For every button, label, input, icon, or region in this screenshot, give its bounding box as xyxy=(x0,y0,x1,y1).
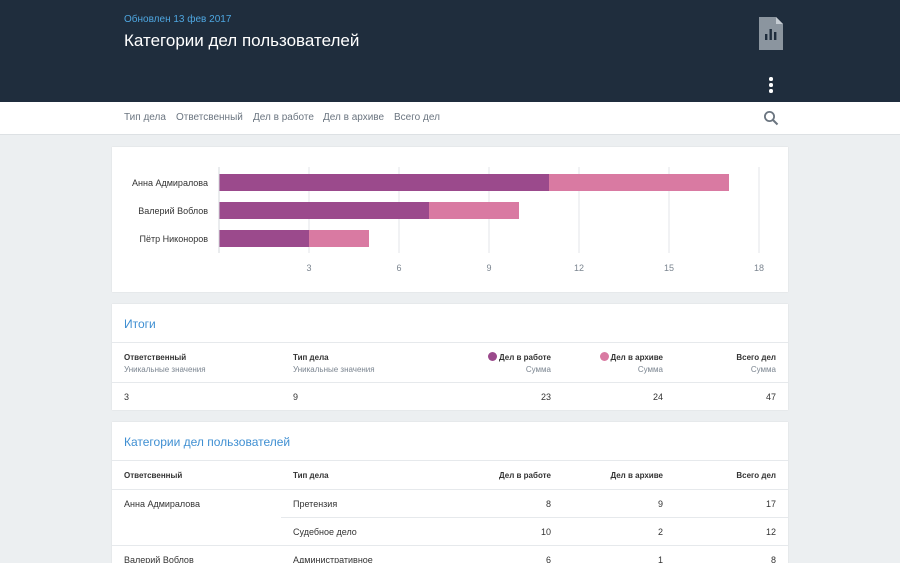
tab-in-work[interactable]: Дел в работе xyxy=(253,112,314,123)
col-header-responsible: Ответственный xyxy=(124,353,187,362)
col-sub-sum: Сумма xyxy=(637,365,663,374)
bar-in-work xyxy=(219,174,549,191)
summary-in-archive-sum: 24 xyxy=(652,392,663,402)
stacked-bar-chart: 3 6 9 12 15 18 Анна Адмиралова Валерий Воблов Пё… xyxy=(132,167,764,273)
col-header-in-work: Дел в работе xyxy=(498,471,551,480)
x-tick-label: 15 xyxy=(664,263,674,273)
header: Обновлен 13 фев 2017 Категории дел польз… xyxy=(0,0,900,102)
summary-case-type-count: 9 xyxy=(293,392,299,402)
row-responsible: Валерий Воблов xyxy=(124,555,194,563)
tab-bar: Тип дела Ответсвенный Дел в работе Дел в… xyxy=(0,102,900,135)
search-icon[interactable] xyxy=(763,110,779,126)
chart-card: 3 6 9 12 15 18 Анна Адмиралова Валерий Воблов Пё… xyxy=(112,147,788,292)
tab-responsible[interactable]: Ответсвенный xyxy=(176,112,243,123)
tab-in-archive[interactable]: Дел в архиве xyxy=(323,112,385,123)
row-total: 12 xyxy=(765,527,776,537)
bar-in-work xyxy=(219,202,429,219)
row-in-work: 6 xyxy=(545,555,551,563)
col-header-case-type: Тип дела xyxy=(293,353,329,362)
col-header-responsible: Ответсвенный xyxy=(124,471,183,480)
row-in-work: 8 xyxy=(545,499,551,509)
col-header-in-archive: Дел в архиве xyxy=(610,471,663,480)
x-tick-label: 6 xyxy=(396,263,401,273)
y-category-label: Пётр Никоноров xyxy=(140,234,209,244)
updated-date: Обновлен 13 фев 2017 xyxy=(124,14,232,25)
divider xyxy=(112,342,788,343)
x-tick-label: 18 xyxy=(754,263,764,273)
col-sub-sum: Сумма xyxy=(750,365,776,374)
row-total: 8 xyxy=(770,555,776,563)
bar-in-archive xyxy=(549,174,729,191)
row-case-type: Претензия xyxy=(293,499,338,509)
row-case-type: Административное xyxy=(293,555,373,563)
tab-case-type[interactable]: Тип дела xyxy=(124,112,166,123)
divider xyxy=(112,382,788,383)
summary-responsible-count: 3 xyxy=(124,392,130,402)
divider xyxy=(112,545,788,546)
summary-in-work-sum: 23 xyxy=(540,392,551,402)
x-tick-label: 9 xyxy=(486,263,491,273)
bar-in-archive xyxy=(309,230,369,247)
y-category-label: Анна Адмиралова xyxy=(132,178,208,188)
x-tick-label: 3 xyxy=(306,263,311,273)
more-menu-icon[interactable] xyxy=(762,76,780,94)
col-header-total: Всего дел xyxy=(736,353,776,362)
col-sub-sum: Сумма xyxy=(525,365,551,374)
col-header-in-archive: Дел в архиве xyxy=(610,353,663,362)
row-responsible: Анна Адмиралова xyxy=(124,499,200,509)
bar-in-work xyxy=(219,230,309,247)
legend-dot-in-archive xyxy=(600,352,609,361)
col-header-case-type: Тип дела xyxy=(293,471,329,480)
divider xyxy=(112,460,788,461)
x-tick-label: 12 xyxy=(574,263,584,273)
categories-card: Категории дел пользователей Ответсвенный… xyxy=(112,422,788,563)
summary-total-sum: 47 xyxy=(765,392,776,402)
tab-total[interactable]: Всего дел xyxy=(394,112,440,123)
divider xyxy=(281,517,788,518)
bar-in-archive xyxy=(429,202,519,219)
row-in-archive: 2 xyxy=(657,527,663,537)
row-total: 17 xyxy=(765,499,776,509)
report-chart-icon[interactable] xyxy=(759,17,783,50)
col-header-in-work: Дел в работе xyxy=(498,353,551,362)
divider xyxy=(112,489,788,490)
row-in-archive: 9 xyxy=(657,499,663,509)
page-title: Категории дел пользователей xyxy=(124,31,360,50)
col-header-total: Всего дел xyxy=(736,471,776,480)
row-case-type: Судебное дело xyxy=(293,527,357,537)
categories-title: Категории дел пользователей xyxy=(124,435,291,449)
col-sub-unique: Уникальные значения xyxy=(293,365,375,374)
summary-card: Итоги Ответственный Уникальные значения … xyxy=(112,304,788,410)
y-category-label: Валерий Воблов xyxy=(138,206,208,216)
col-sub-unique: Уникальные значения xyxy=(124,365,206,374)
row-in-archive: 1 xyxy=(657,555,663,563)
row-in-work: 10 xyxy=(540,527,551,537)
summary-title: Итоги xyxy=(124,317,156,331)
legend-dot-in-work xyxy=(488,352,497,361)
